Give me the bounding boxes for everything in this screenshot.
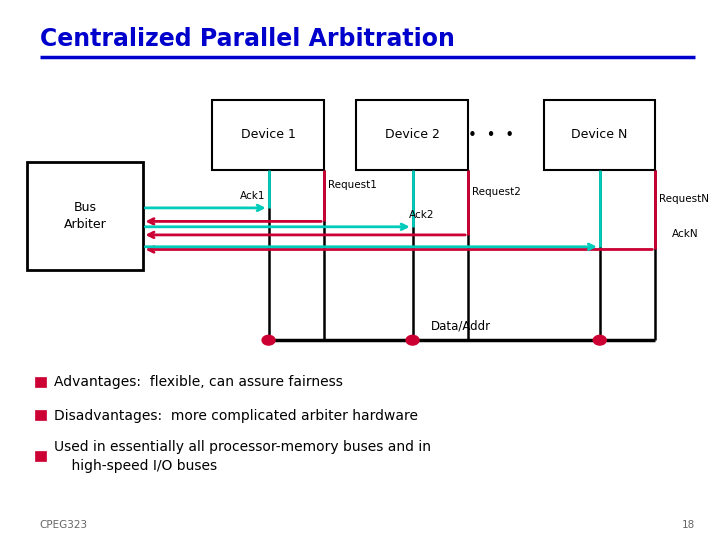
Text: Bus
Arbiter: Bus Arbiter bbox=[63, 201, 107, 231]
Circle shape bbox=[262, 335, 275, 345]
Text: Device N: Device N bbox=[571, 129, 628, 141]
Bar bbox=[544, 100, 655, 170]
Text: Request2: Request2 bbox=[472, 187, 521, 197]
Text: Device 1: Device 1 bbox=[240, 129, 296, 141]
Text: •  •  •: • • • bbox=[468, 127, 514, 143]
Text: Data/Addr: Data/Addr bbox=[431, 319, 491, 332]
Bar bbox=[356, 100, 468, 170]
Text: Centralized Parallel Arbitration: Centralized Parallel Arbitration bbox=[40, 27, 454, 51]
Text: AckN: AckN bbox=[672, 228, 698, 239]
Text: Disadvantages:  more complicated arbiter hardware: Disadvantages: more complicated arbiter … bbox=[54, 409, 418, 423]
Bar bbox=[35, 410, 46, 420]
Circle shape bbox=[593, 335, 606, 345]
Text: Advantages:  flexible, can assure fairness: Advantages: flexible, can assure fairnes… bbox=[54, 375, 343, 389]
Bar bbox=[35, 377, 46, 387]
Text: Used in essentially all processor-memory buses and in
    high-speed I/O buses: Used in essentially all processor-memory… bbox=[54, 440, 431, 473]
Bar bbox=[35, 451, 46, 461]
Text: 18: 18 bbox=[682, 520, 695, 530]
Circle shape bbox=[406, 335, 419, 345]
Text: Ack1: Ack1 bbox=[240, 191, 265, 201]
Text: RequestN: RequestN bbox=[659, 194, 708, 204]
Bar bbox=[27, 162, 143, 270]
Text: Device 2: Device 2 bbox=[384, 129, 440, 141]
Text: Ack2: Ack2 bbox=[409, 210, 434, 220]
Bar bbox=[212, 100, 324, 170]
Text: CPEG323: CPEG323 bbox=[40, 520, 88, 530]
Text: Request1: Request1 bbox=[328, 180, 377, 191]
